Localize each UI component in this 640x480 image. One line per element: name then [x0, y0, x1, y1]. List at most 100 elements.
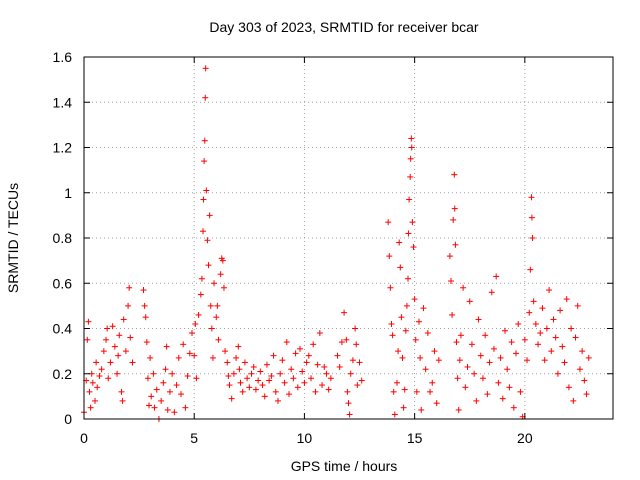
data-point [288, 366, 295, 373]
data-point [169, 370, 176, 377]
data-point [323, 370, 330, 377]
data-point [401, 386, 408, 393]
chart-title: Day 303 of 2023, SRMTID for receiver bca… [209, 19, 479, 35]
data-point [406, 196, 413, 203]
data-point [464, 363, 471, 370]
data-point [471, 370, 478, 377]
data-point [281, 379, 288, 386]
data-point [433, 400, 440, 407]
data-point [581, 377, 588, 384]
data-point [451, 171, 458, 178]
data-point [412, 336, 419, 343]
data-point [451, 205, 458, 212]
data-points [81, 65, 592, 422]
data-point [391, 411, 398, 418]
data-point [557, 307, 564, 314]
data-point [104, 325, 111, 332]
data-point [274, 397, 281, 404]
data-point [92, 397, 99, 404]
data-point [312, 388, 319, 395]
data-point [462, 384, 469, 391]
data-point [385, 219, 392, 226]
data-point [201, 137, 208, 144]
data-point [208, 325, 215, 332]
data-point [180, 341, 187, 348]
data-point [447, 277, 454, 284]
data-point [429, 379, 436, 386]
data-point [147, 354, 154, 361]
data-point [513, 350, 520, 357]
data-point [96, 373, 103, 380]
data-point [241, 359, 248, 366]
data-point [184, 373, 191, 380]
data-point [396, 239, 403, 246]
data-point [209, 354, 216, 361]
data-point [449, 311, 456, 318]
data-point [466, 298, 473, 305]
data-point [257, 368, 264, 375]
y-tick-label: 1.2 [53, 140, 73, 156]
data-point [272, 388, 279, 395]
data-point [506, 384, 513, 391]
data-point [182, 404, 189, 411]
grid [84, 57, 613, 419]
data-point [495, 379, 502, 386]
data-point [233, 354, 240, 361]
data-point [343, 336, 350, 343]
data-point [270, 352, 277, 359]
data-point [248, 370, 255, 377]
y-tick-label: 0.4 [53, 321, 73, 337]
data-point [410, 244, 417, 251]
data-point [200, 196, 207, 203]
data-point [455, 406, 462, 413]
data-point [456, 357, 463, 364]
data-point [457, 332, 464, 339]
data-point [530, 298, 537, 305]
data-point [435, 357, 442, 364]
data-point [345, 400, 352, 407]
data-point [539, 305, 546, 312]
data-point [122, 348, 129, 355]
data-point [559, 343, 566, 350]
x-tick-label: 20 [517, 430, 533, 446]
data-point [561, 359, 568, 366]
data-point [417, 354, 424, 361]
data-point [424, 330, 431, 337]
data-point [408, 135, 415, 142]
data-point [263, 361, 270, 368]
data-point [347, 370, 354, 377]
data-point [85, 318, 92, 325]
data-point [521, 336, 528, 343]
data-point [477, 352, 484, 359]
data-point [250, 363, 257, 370]
data-point [205, 262, 212, 269]
data-point [490, 345, 497, 352]
data-point [402, 327, 409, 334]
data-point [501, 327, 508, 334]
data-point [316, 330, 323, 337]
data-point [334, 352, 341, 359]
data-point [327, 375, 334, 382]
data-point [198, 275, 205, 282]
data-point [515, 320, 522, 327]
data-point [224, 359, 231, 366]
data-point [259, 382, 266, 389]
data-point [228, 395, 235, 402]
data-point [239, 388, 246, 395]
data-point [283, 339, 290, 346]
data-point [279, 357, 286, 364]
y-tick-label: 0 [64, 411, 72, 427]
data-point [408, 144, 415, 151]
data-point [409, 219, 416, 226]
data-point [277, 370, 284, 377]
data-point [499, 395, 506, 402]
data-point [399, 354, 406, 361]
data-point [100, 348, 107, 355]
data-point [84, 336, 91, 343]
data-point [386, 253, 393, 260]
data-point [299, 368, 306, 375]
data-point [107, 359, 114, 366]
data-point [230, 370, 237, 377]
data-point [160, 379, 167, 386]
